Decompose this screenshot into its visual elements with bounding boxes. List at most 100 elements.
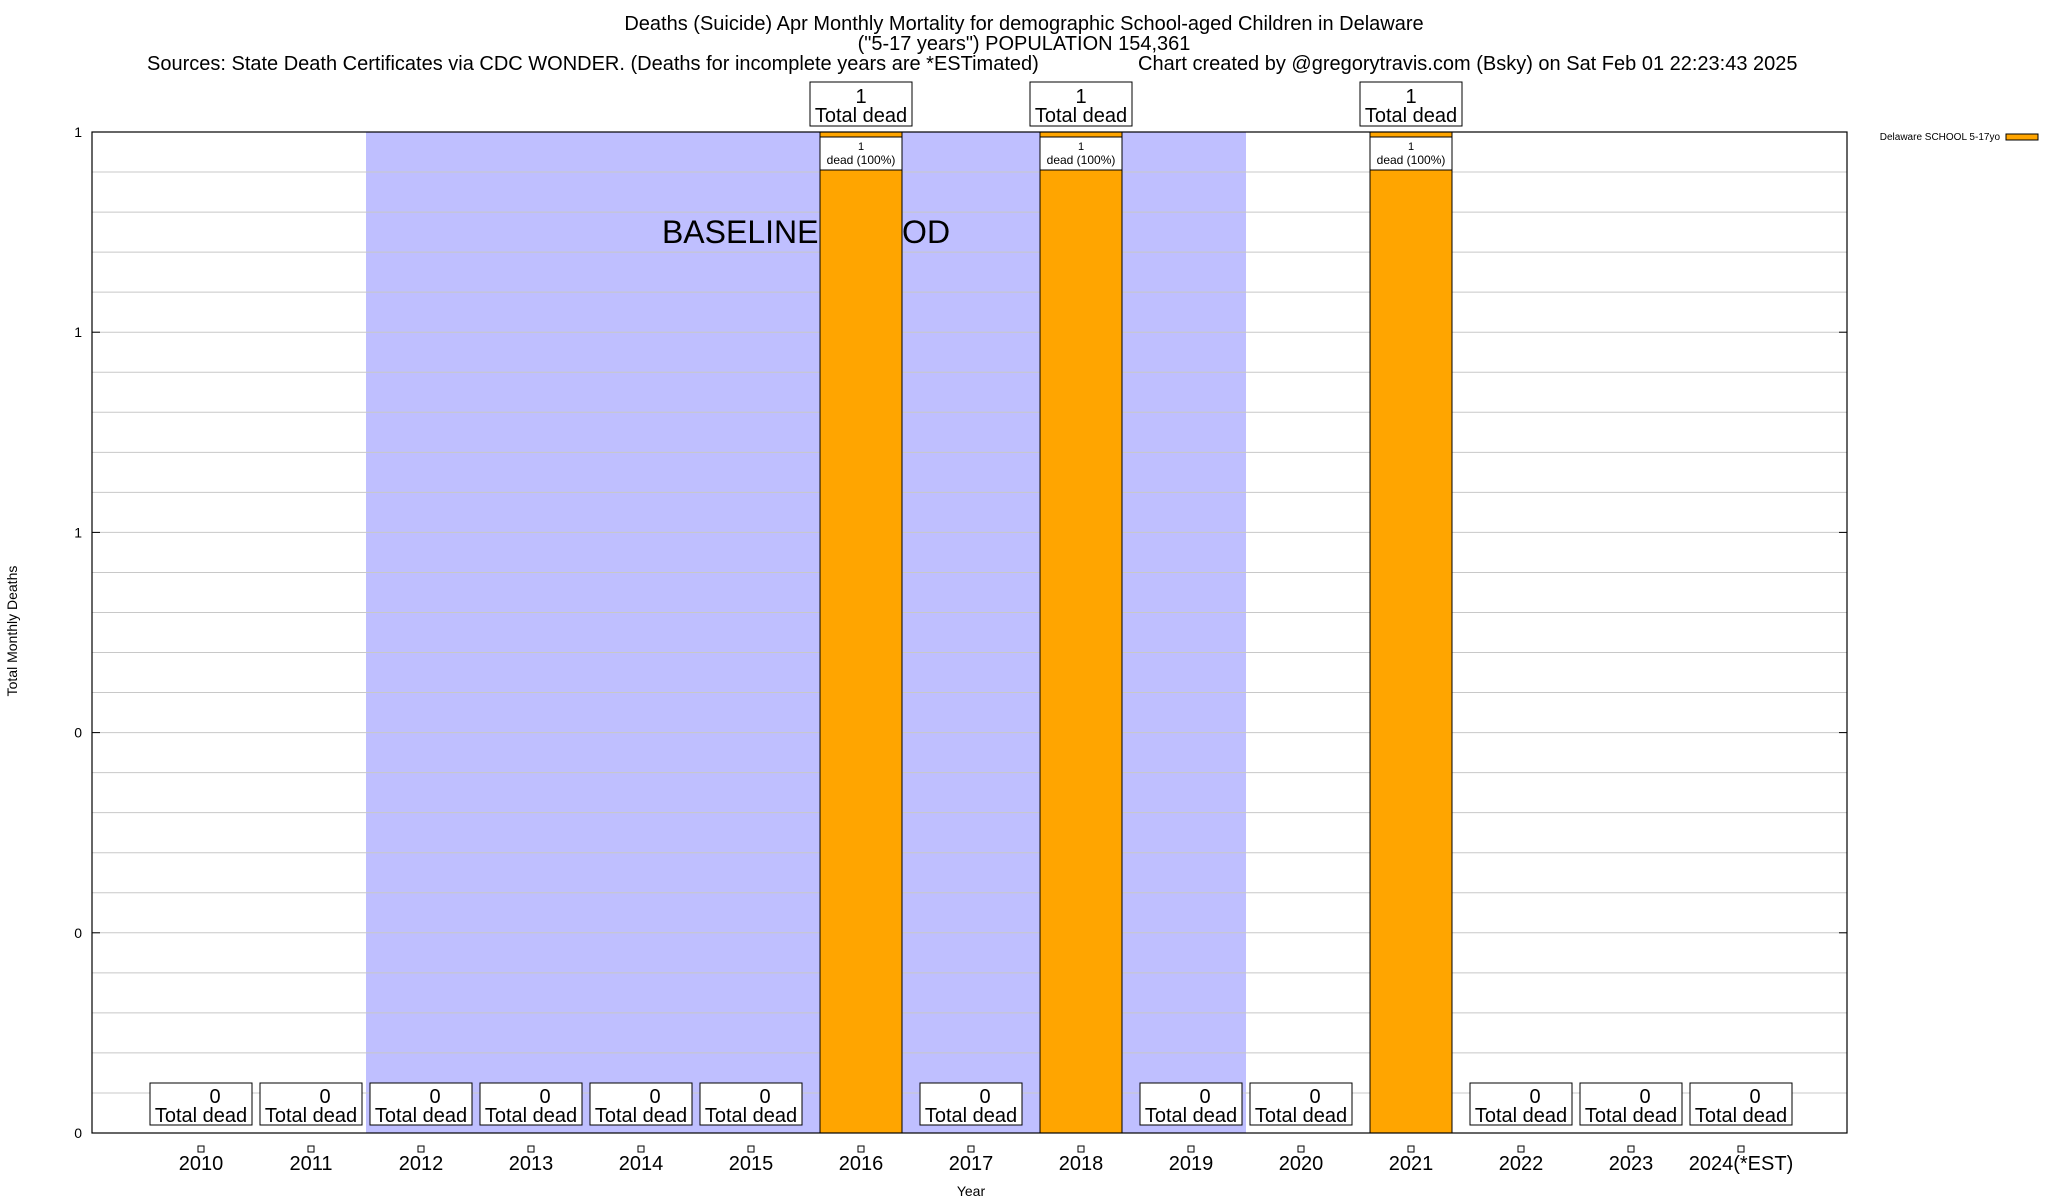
plot-frame bbox=[91, 131, 1848, 1134]
total-label-value: 0 bbox=[319, 1086, 330, 1108]
total-label-box bbox=[259, 1082, 363, 1126]
segment-label-value: 1 bbox=[858, 141, 864, 153]
segment-label-text: dead (100%) bbox=[827, 153, 896, 167]
x-tick-marker bbox=[747, 1145, 755, 1153]
total-label-value: 0 bbox=[649, 1086, 660, 1108]
x-tick-label: 2011 bbox=[289, 1153, 332, 1175]
x-tick-marker bbox=[637, 1145, 645, 1153]
x-tick-marker bbox=[1187, 1145, 1195, 1153]
x-tick-label: 2020 bbox=[1279, 1153, 1324, 1175]
x-tick-label: 2012 bbox=[399, 1153, 444, 1175]
legend-swatch bbox=[2005, 133, 2039, 141]
total-label-text: Total dead bbox=[1475, 1105, 1567, 1127]
chart-title-line-1: Deaths (Suicide) Apr Monthly Mortality f… bbox=[624, 13, 1424, 35]
x-tick-marker bbox=[307, 1145, 315, 1153]
x-tick-label: 2021 bbox=[1389, 1153, 1434, 1175]
x-tick-label: 2019 bbox=[1169, 1153, 1214, 1175]
x-tick-marker bbox=[197, 1145, 205, 1153]
bar-2016 bbox=[819, 131, 903, 1134]
segment-label-box bbox=[1369, 136, 1453, 171]
x-tick-label: 2014 bbox=[619, 1153, 664, 1175]
chart-title-line-2: ("5-17 years") POPULATION 154,361 bbox=[857, 33, 1191, 55]
total-label-box bbox=[1689, 1082, 1793, 1126]
total-label-box bbox=[1579, 1082, 1683, 1126]
x-tick-marker bbox=[967, 1145, 975, 1153]
total-label-text: Total dead bbox=[375, 1105, 467, 1127]
bar-2021 bbox=[1369, 131, 1453, 1134]
total-label-box bbox=[1249, 1082, 1353, 1126]
x-axis-label: Year bbox=[957, 1183, 986, 1199]
total-label-value: 0 bbox=[1199, 1086, 1210, 1108]
total-label-text: Total dead bbox=[1145, 1105, 1237, 1127]
chart-credit: Chart created by @gregorytravis.com (Bsk… bbox=[1138, 53, 1798, 75]
y-tick-label: 0 bbox=[74, 725, 82, 741]
segment-label-value: 1 bbox=[1408, 141, 1414, 153]
total-label-text: Total dead bbox=[1695, 1105, 1787, 1127]
total-label-value: 0 bbox=[1309, 1086, 1320, 1108]
y-tick-label: 0 bbox=[74, 1125, 82, 1141]
segment-label-text: dead (100%) bbox=[1047, 153, 1116, 167]
x-tick-marker bbox=[857, 1145, 865, 1153]
total-label-box bbox=[1029, 81, 1133, 127]
total-label-box bbox=[1469, 1082, 1573, 1126]
x-tick-label: 2015 bbox=[729, 1153, 774, 1175]
x-tick-label: 2024(*EST) bbox=[1689, 1153, 1794, 1175]
total-label-text: Total dead bbox=[265, 1105, 357, 1127]
x-tick-marker bbox=[417, 1145, 425, 1153]
total-label-text: Total dead bbox=[925, 1105, 1017, 1127]
x-tick-label: 2023 bbox=[1609, 1153, 1654, 1175]
total-label-box bbox=[809, 81, 913, 127]
x-tick-marker bbox=[1627, 1145, 1635, 1153]
total-label-value: 0 bbox=[539, 1086, 550, 1108]
x-tick-marker bbox=[527, 1145, 535, 1153]
total-label-value: 0 bbox=[1749, 1086, 1760, 1108]
x-tick-label: 2018 bbox=[1059, 1153, 1104, 1175]
x-tick-marker bbox=[1737, 1145, 1745, 1153]
total-label-box bbox=[1139, 1082, 1243, 1126]
chart-sources: Sources: State Death Certificates via CD… bbox=[147, 53, 1039, 75]
x-tick-marker bbox=[1077, 1145, 1085, 1153]
x-tick-label: 2016 bbox=[839, 1153, 884, 1175]
legend-label: Delaware SCHOOL 5-17yo bbox=[1880, 132, 2001, 143]
y-tick-label: 1 bbox=[74, 124, 82, 140]
total-label-text: Total dead bbox=[485, 1105, 577, 1127]
total-label-value: 1 bbox=[1075, 86, 1086, 108]
x-tick-marker bbox=[1407, 1145, 1415, 1153]
total-label-box bbox=[589, 1082, 693, 1126]
total-label-value: 0 bbox=[1529, 1086, 1540, 1108]
y-tick-label: 1 bbox=[74, 524, 82, 540]
total-label-box bbox=[919, 1082, 1023, 1126]
total-label-text: Total dead bbox=[595, 1105, 687, 1127]
baseline-period-label: BASELINE PERIOD bbox=[662, 214, 950, 250]
x-tick-marker bbox=[1297, 1145, 1305, 1153]
total-label-value: 1 bbox=[855, 86, 866, 108]
total-label-value: 0 bbox=[1639, 1086, 1650, 1108]
total-label-box bbox=[479, 1082, 583, 1126]
x-tick-label: 2017 bbox=[949, 1153, 994, 1175]
total-label-text: Total dead bbox=[1035, 105, 1127, 127]
total-label-text: Total dead bbox=[815, 105, 907, 127]
total-label-box bbox=[369, 1082, 473, 1126]
y-tick-label: 0 bbox=[74, 925, 82, 941]
total-label-text: Total dead bbox=[1585, 1105, 1677, 1127]
total-label-box bbox=[149, 1082, 253, 1126]
total-label-text: Total dead bbox=[1255, 1105, 1347, 1127]
segment-label-text: dead (100%) bbox=[1377, 153, 1446, 167]
total-label-text: Total dead bbox=[155, 1105, 247, 1127]
total-label-value: 0 bbox=[979, 1086, 990, 1108]
x-tick-marker bbox=[1517, 1145, 1525, 1153]
total-label-value: 0 bbox=[759, 1086, 770, 1108]
bar-2018 bbox=[1039, 131, 1123, 1134]
total-label-value: 0 bbox=[429, 1086, 440, 1108]
y-tick-label: 1 bbox=[74, 324, 82, 340]
segment-label-box bbox=[819, 136, 903, 171]
segment-label-box bbox=[1039, 136, 1123, 171]
x-tick-label: 2022 bbox=[1499, 1153, 1544, 1175]
segment-label-value: 1 bbox=[1078, 141, 1084, 153]
total-label-value: 1 bbox=[1405, 86, 1416, 108]
total-label-text: Total dead bbox=[705, 1105, 797, 1127]
total-label-box bbox=[699, 1082, 803, 1126]
total-label-text: Total dead bbox=[1365, 105, 1457, 127]
total-label-value: 0 bbox=[209, 1086, 220, 1108]
